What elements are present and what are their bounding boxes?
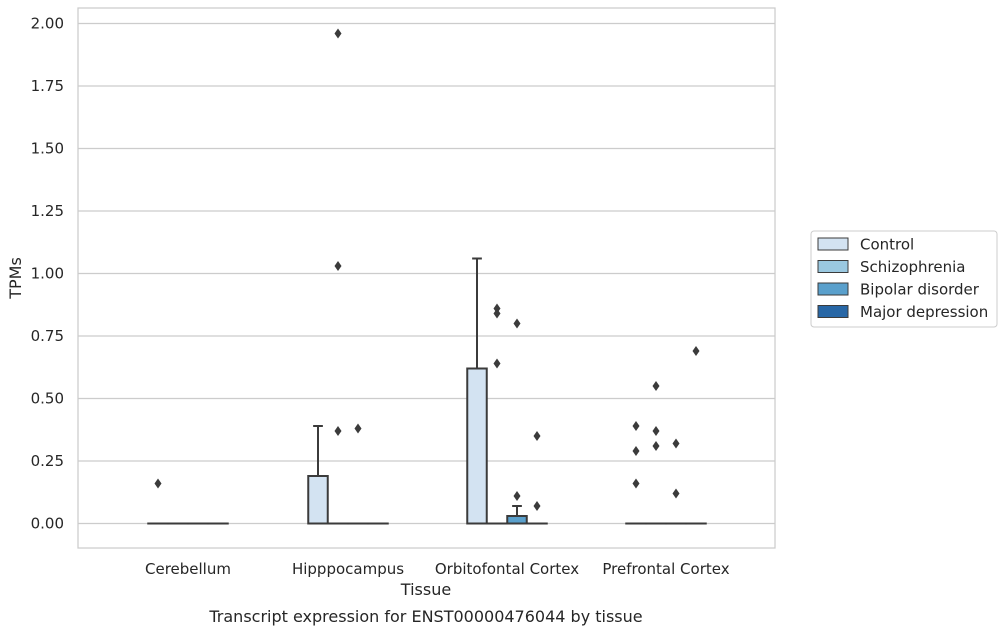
box-control [466,257,488,525]
x-axis-ticks: Cerebellum Hipppocampus Orbitofontal Corte… [145,560,730,578]
outlier-point [672,488,680,499]
outlier-point [334,28,342,39]
y-tick-label: 0.00 [31,515,64,533]
outlier-point [513,318,521,329]
legend-entry-label: Bipolar disorder [860,281,980,299]
legend-frame [810,230,998,328]
box-control [147,478,169,525]
outlier-point [154,478,162,489]
chart-caption: Transcript expression for ENST0000047604… [208,607,642,626]
outlier-point [652,381,660,391]
outlier-point [533,501,541,511]
x-axis-title: Tissue [400,580,451,599]
legend-entry-label: Control [860,236,914,254]
outlier-point [493,358,501,369]
box-body [466,367,488,525]
box-body [307,475,329,525]
y-axis-title: TPMs [6,257,25,300]
x-tick-label: Hipppocampus [292,560,404,578]
outlier-point [692,346,700,356]
outlier-point [513,491,521,501]
y-tick-label: 1.00 [31,265,64,283]
legend-swatch [817,305,849,318]
box-bipolar-disorder [347,423,369,525]
y-tick-label: 2.00 [31,15,64,33]
legend-entry-label: Schizophrenia [860,258,965,276]
legend-entry-label: Major depression [860,303,988,321]
outlier-point [354,423,362,434]
y-tick-label: 1.50 [31,140,64,158]
plot-area-frame [77,7,776,549]
outlier-point [533,431,541,441]
y-tick-label: 1.75 [31,77,64,95]
outlier-point [632,478,640,489]
outlier-point [672,438,680,449]
legend: Control Schizophrenia Bipolar disorder Majo… [810,230,998,328]
outlier-point [493,308,501,319]
box-schizophrenia [327,28,349,525]
box-control [307,425,329,525]
box-control [625,421,647,525]
outlier-point [652,441,660,451]
x-tick-label: Cerebellum [145,560,231,578]
legend-swatch [817,282,849,296]
box-bipolar-disorder [665,438,687,525]
outlier-point [632,421,640,431]
outlier-point [334,261,342,271]
box-bipolar-disorder [506,318,528,525]
outlier-point [334,426,342,436]
box-body [506,515,528,525]
x-tick-label: Orbitofontal Cortex [435,560,579,578]
legend-swatch [817,260,849,273]
box-major-depression [685,346,707,525]
x-tick-label: Prefrontal Cortex [602,560,729,578]
outlier-point [632,446,640,456]
gridlines [78,22,775,525]
y-tick-label: 0.75 [31,327,64,345]
legend-swatch [817,237,849,251]
box-schizophrenia [645,381,667,525]
y-tick-label: 0.50 [31,390,64,408]
y-tick-label: 0.25 [31,452,64,470]
outlier-point [652,426,660,436]
y-tick-label: 1.25 [31,202,64,220]
y-axis-ticks: 0.00 0.25 0.50 0.75 1.00 1.25 1.50 1.75 2.00 [31,15,64,533]
box-major-depression [526,431,548,525]
box-plot-marks [147,28,707,525]
